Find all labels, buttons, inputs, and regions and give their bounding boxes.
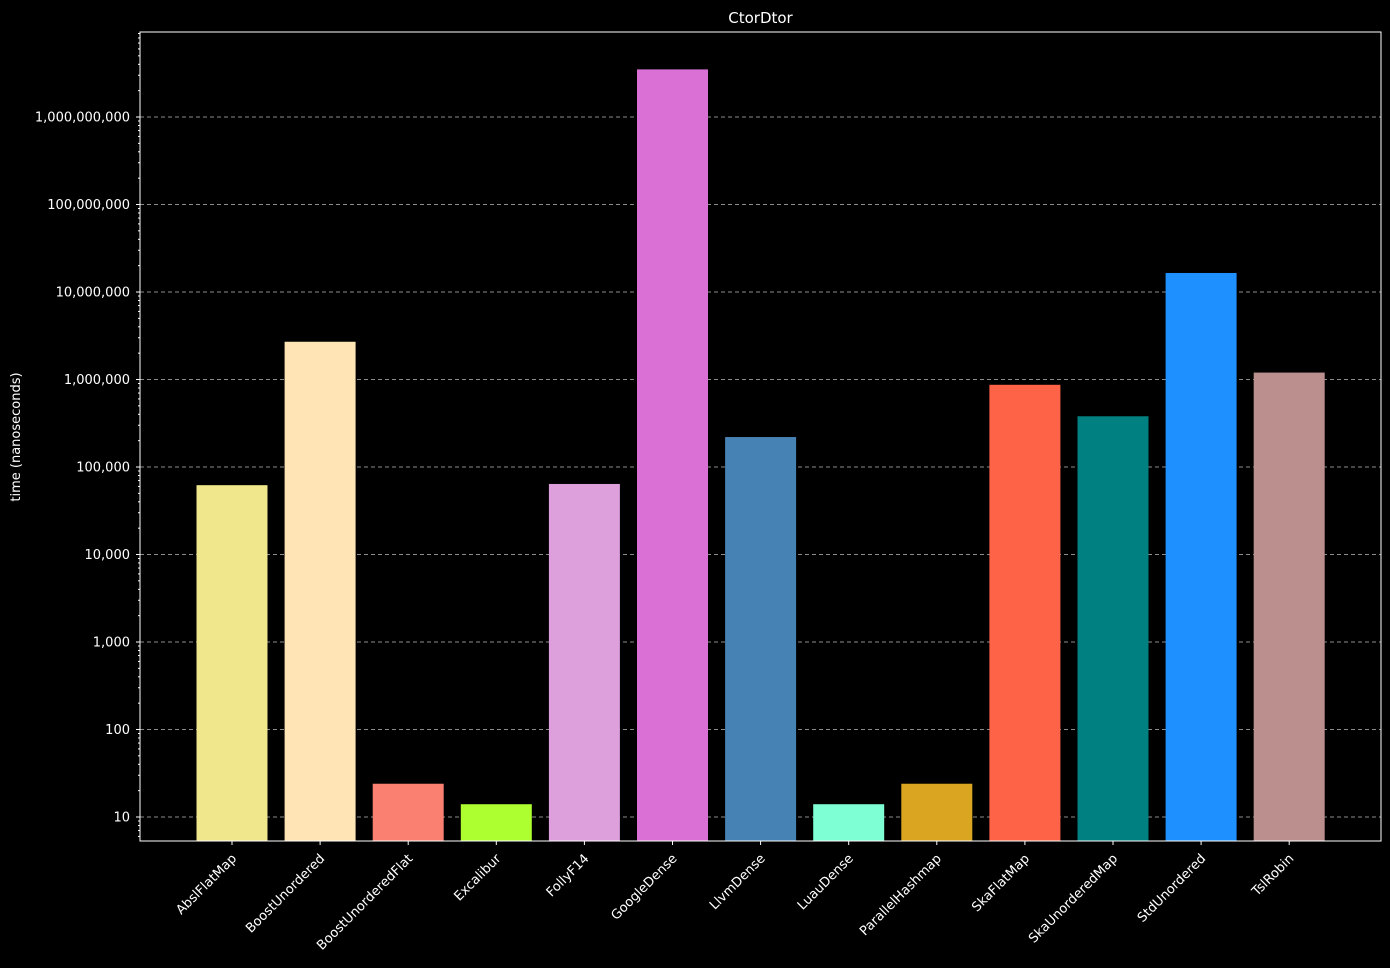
bar-tslrobin bbox=[1253, 372, 1325, 841]
y-tick-label: 10 bbox=[113, 811, 130, 826]
bar-parallelhashmap bbox=[901, 783, 973, 841]
bars bbox=[196, 69, 1325, 841]
bar-excalibur bbox=[460, 804, 532, 841]
bar-abslflatmap bbox=[196, 485, 268, 841]
chart-title: CtorDtor bbox=[728, 9, 793, 27]
y-tick-label: 100,000,000 bbox=[47, 198, 130, 213]
bar-follyf14 bbox=[548, 483, 620, 841]
y-tick-label: 100 bbox=[105, 723, 130, 738]
bar-stdunordered bbox=[1165, 272, 1237, 841]
bar-googledense bbox=[637, 69, 708, 841]
y-tick-label: 1,000,000 bbox=[64, 373, 130, 388]
bar-boostunorderedflat bbox=[372, 783, 444, 841]
bar-skaunorderedmap bbox=[1077, 416, 1149, 841]
y-tick-label: 10,000 bbox=[85, 548, 131, 563]
y-axis-label: time (nanoseconds) bbox=[9, 372, 24, 501]
bar-luaudense bbox=[813, 804, 885, 841]
y-axis-ticks: 10 100 1,000 10,000 100,000 1,000,000 10,000,0… bbox=[35, 33, 140, 837]
y-tick-label: 1,000,000,000 bbox=[35, 111, 130, 126]
y-tick-label: 100,000 bbox=[76, 461, 130, 476]
bar-llvmdense bbox=[725, 437, 797, 841]
y-tick-label: 1,000 bbox=[93, 636, 130, 651]
bar-skaflatmap bbox=[989, 384, 1061, 841]
bar-boostunordered bbox=[284, 341, 356, 841]
y-tick-label: 10,000,000 bbox=[56, 286, 130, 301]
